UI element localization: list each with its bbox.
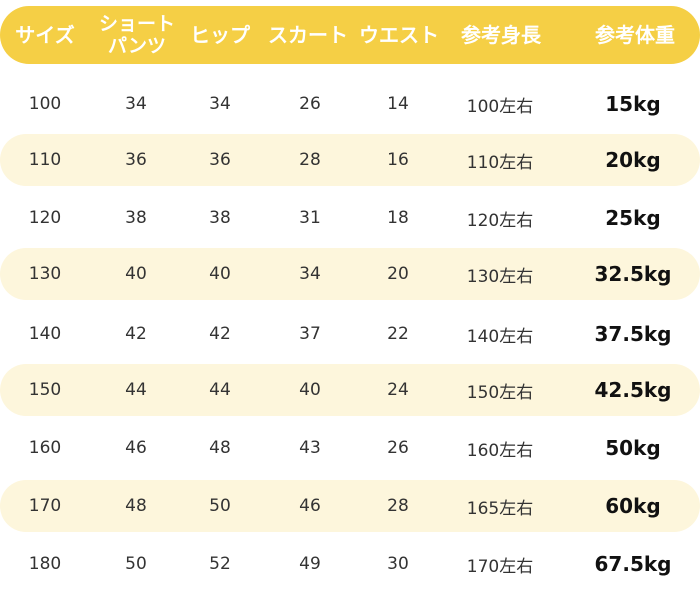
cell-skirt: 40 (299, 380, 321, 400)
cell-weight: 42.5kg (594, 378, 672, 402)
cell-skirt: 49 (299, 554, 321, 574)
cell-size: 130 (28, 264, 62, 284)
cell-skirt: 28 (299, 150, 321, 170)
header-hip: ヒップ (190, 23, 250, 47)
table-row: 100 34 34 26 14 100左右 15kg (0, 78, 700, 130)
table-header: サイズ ショート パンツ ヒップ スカート ウエスト 参考身長 参考体重 (0, 6, 700, 64)
cell-short-pants: 40 (125, 264, 147, 284)
cell-waist: 30 (387, 554, 409, 574)
cell-short-pants: 34 (125, 94, 147, 114)
cell-size: 110 (28, 150, 62, 170)
table-row: 150 44 44 40 24 150左右 42.5kg (0, 364, 700, 416)
cell-short-pants: 50 (125, 554, 147, 574)
cell-height: 160左右 (466, 440, 534, 461)
cell-weight: 15kg (605, 92, 661, 116)
cell-weight: 50kg (605, 436, 661, 460)
cell-short-pants: 46 (125, 438, 147, 458)
cell-weight: 37.5kg (594, 322, 672, 346)
header-size: サイズ (15, 23, 75, 47)
cell-waist: 28 (387, 496, 409, 516)
cell-weight: 25kg (605, 206, 661, 230)
cell-hip: 50 (209, 496, 231, 516)
cell-hip: 34 (209, 94, 231, 114)
header-ref-weight: 参考体重 (595, 23, 675, 47)
cell-height: 130左右 (466, 266, 534, 287)
cell-hip: 42 (209, 324, 231, 344)
table-row: 110 36 36 28 16 110左右 20kg (0, 134, 700, 186)
cell-weight: 20kg (605, 148, 661, 172)
cell-waist: 26 (387, 438, 409, 458)
table-row: 140 42 42 37 22 140左右 37.5kg (0, 308, 700, 360)
cell-skirt: 43 (299, 438, 321, 458)
table-row: 120 38 38 31 18 120左右 25kg (0, 192, 700, 244)
cell-size: 120 (28, 208, 62, 228)
cell-hip: 38 (209, 208, 231, 228)
cell-waist: 22 (387, 324, 409, 344)
header-short-pants-line2: パンツ (108, 35, 166, 57)
cell-short-pants: 44 (125, 380, 147, 400)
cell-size: 150 (28, 380, 62, 400)
table-row: 170 48 50 46 28 165左右 60kg (0, 480, 700, 532)
cell-hip: 52 (209, 554, 231, 574)
cell-waist: 18 (387, 208, 409, 228)
cell-hip: 44 (209, 380, 231, 400)
header-ref-height: 参考身長 (461, 23, 541, 47)
cell-height: 100左右 (466, 96, 534, 117)
cell-skirt: 31 (299, 208, 321, 228)
cell-weight: 32.5kg (594, 262, 672, 286)
cell-size: 170 (28, 496, 62, 516)
cell-waist: 16 (387, 150, 409, 170)
table-row: 130 40 40 34 20 130左右 32.5kg (0, 248, 700, 300)
cell-weight: 60kg (605, 494, 661, 518)
header-skirt: スカート (268, 23, 348, 47)
cell-weight: 67.5kg (594, 552, 672, 576)
cell-short-pants: 36 (125, 150, 147, 170)
cell-hip: 36 (209, 150, 231, 170)
cell-short-pants: 48 (125, 496, 147, 516)
cell-height: 165左右 (466, 498, 534, 519)
cell-size: 160 (28, 438, 62, 458)
cell-height: 140左右 (466, 326, 534, 347)
cell-skirt: 34 (299, 264, 321, 284)
header-short-pants: ショート パンツ (90, 6, 184, 64)
cell-short-pants: 42 (125, 324, 147, 344)
table-row: 160 46 48 43 26 160左右 50kg (0, 422, 700, 474)
cell-size: 100 (28, 94, 62, 114)
cell-hip: 40 (209, 264, 231, 284)
cell-height: 110左右 (466, 152, 534, 173)
cell-waist: 14 (387, 94, 409, 114)
cell-waist: 20 (387, 264, 409, 284)
cell-skirt: 26 (299, 94, 321, 114)
header-waist: ウエスト (359, 23, 439, 47)
header-short-pants-line1: ショート (98, 13, 175, 35)
cell-short-pants: 38 (125, 208, 147, 228)
cell-size: 180 (28, 554, 62, 574)
cell-height: 150左右 (466, 382, 534, 403)
cell-height: 120左右 (466, 210, 534, 231)
cell-hip: 48 (209, 438, 231, 458)
table-row: 180 50 52 49 30 170左右 67.5kg (0, 538, 700, 590)
cell-height: 170左右 (466, 556, 534, 577)
cell-skirt: 46 (299, 496, 321, 516)
cell-skirt: 37 (299, 324, 321, 344)
cell-size: 140 (28, 324, 62, 344)
cell-waist: 24 (387, 380, 409, 400)
